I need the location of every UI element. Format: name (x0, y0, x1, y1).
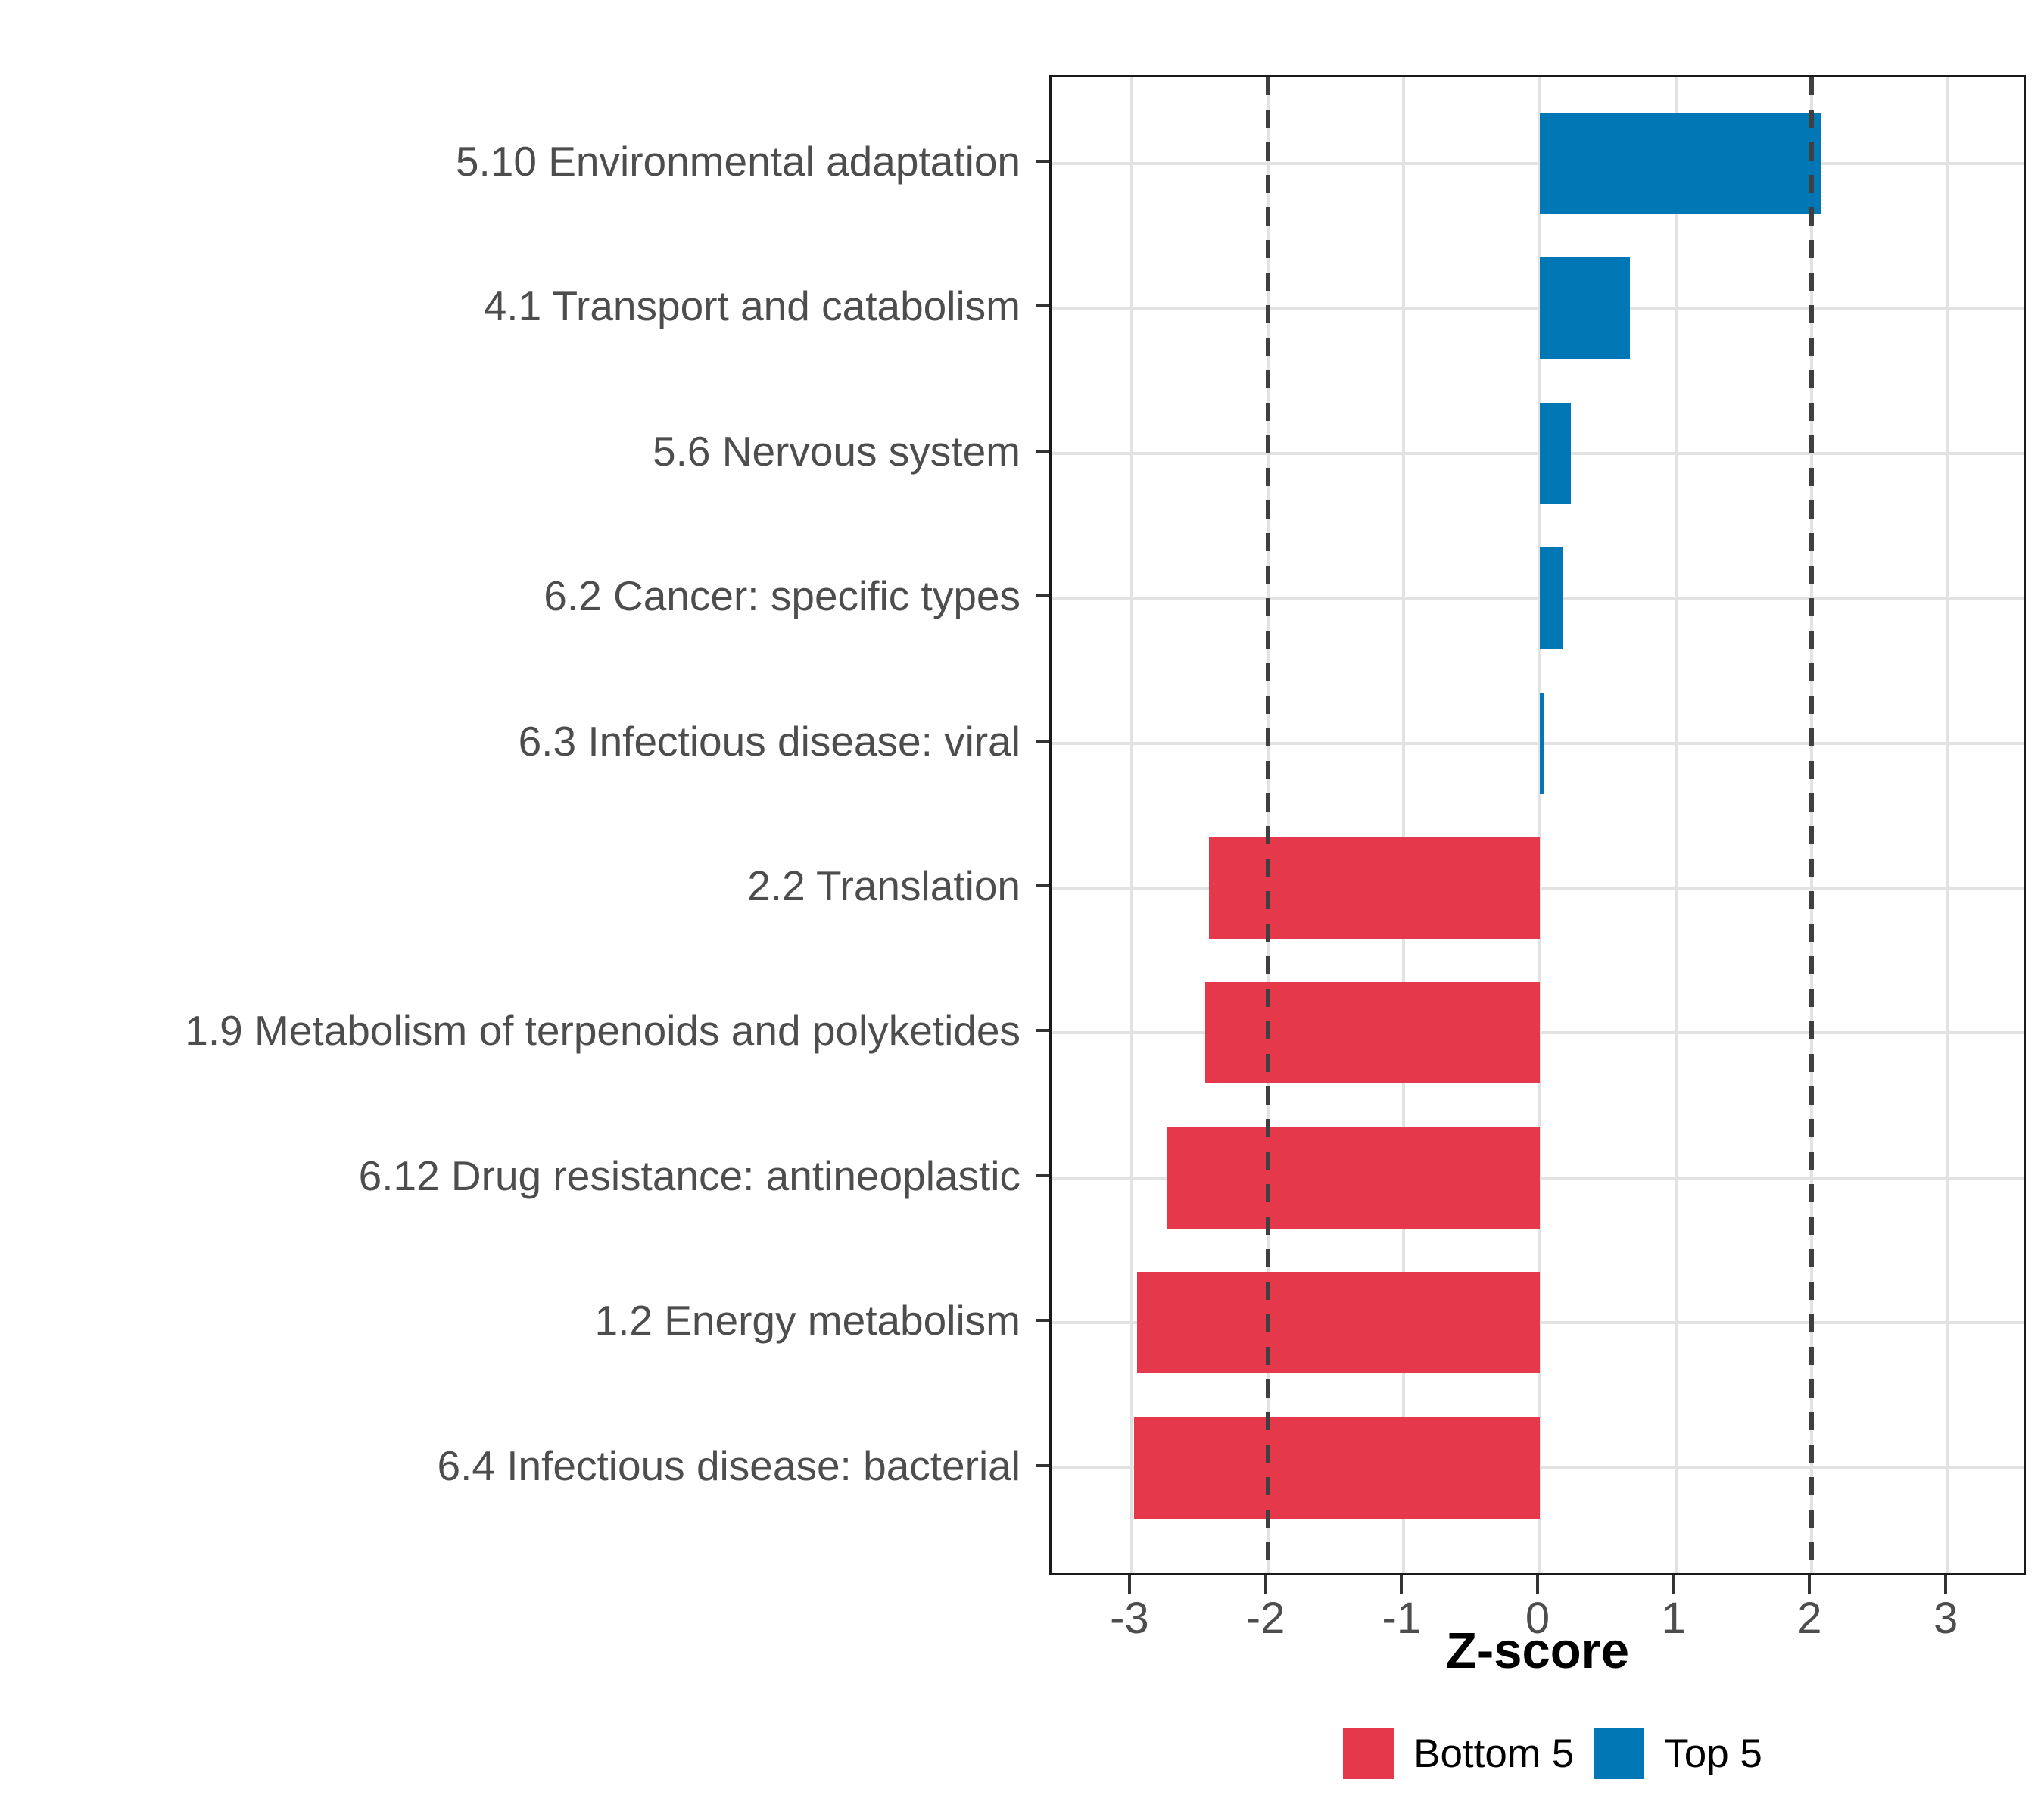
y-axis-tick (1036, 1319, 1049, 1323)
bar (1204, 982, 1540, 1084)
bar (1540, 692, 1544, 794)
x-tick-label: -3 (1110, 1594, 1149, 1643)
legend-item: Bottom 5 (1343, 1728, 1574, 1779)
x-axis-tick (1672, 1575, 1675, 1594)
y-axis-tick (1036, 1029, 1049, 1033)
x-axis-tick (1808, 1575, 1812, 1594)
y-gridline (1052, 597, 2024, 600)
x-tick-label: -2 (1245, 1594, 1285, 1643)
plot-panel (1049, 75, 2026, 1575)
category-label: 4.1 Transport and catabolism (483, 282, 1020, 330)
category-label: 5.6 Nervous system (652, 427, 1020, 475)
category-label: 6.12 Drug resistance: antineoplastic (358, 1152, 1020, 1199)
y-axis-tick (1036, 1463, 1049, 1467)
legend-swatch (1343, 1728, 1394, 1779)
category-label: 6.3 Infectious disease: viral (518, 717, 1020, 765)
x-tick-label: -1 (1382, 1594, 1422, 1643)
x-axis-tick (1127, 1575, 1131, 1594)
bar (1167, 1127, 1540, 1229)
bar (1209, 837, 1540, 939)
y-gridline (1052, 741, 2024, 745)
bar (1540, 547, 1563, 650)
x-tick-label: 0 (1525, 1594, 1550, 1643)
category-label: 2.2 Translation (747, 862, 1020, 909)
legend-label: Top 5 (1664, 1731, 1762, 1776)
x-axis-tick (1944, 1575, 1948, 1594)
y-axis-tick (1036, 160, 1049, 163)
y-axis-tick (1036, 1173, 1049, 1177)
legend-swatch (1594, 1728, 1645, 1779)
x-tick-label: 3 (1933, 1594, 1958, 1643)
bar (1540, 257, 1630, 360)
bar (1540, 402, 1572, 504)
category-label: 5.10 Environmental adaptation (455, 138, 1020, 185)
y-axis-tick (1036, 449, 1049, 453)
x-tick-label: 2 (1797, 1594, 1822, 1643)
x-axis-title: Z-score (1445, 1622, 1630, 1679)
x-tick-label: 1 (1661, 1594, 1686, 1643)
category-label: 6.4 Infectious disease: bacterial (437, 1441, 1020, 1489)
x-gridline (1402, 77, 1406, 1573)
x-gridline (1129, 77, 1133, 1573)
y-axis-tick (1036, 304, 1049, 308)
x-gridline (1538, 77, 1541, 1573)
x-axis-tick (1400, 1575, 1404, 1594)
y-axis-tick (1036, 594, 1049, 598)
bar (1137, 1272, 1540, 1374)
category-label: 6.2 Cancer: specific types (544, 572, 1020, 620)
legend-item: Top 5 (1594, 1728, 1762, 1779)
bar (1540, 113, 1821, 214)
bar (1134, 1417, 1540, 1519)
y-axis-tick (1036, 884, 1049, 887)
y-gridline (1052, 307, 2024, 310)
x-axis-tick (1536, 1575, 1539, 1594)
x-gridline (1946, 77, 1950, 1573)
y-axis-tick (1036, 739, 1049, 743)
category-label: 1.2 Energy metabolism (594, 1297, 1021, 1345)
reference-line (1809, 77, 1815, 1573)
reference-line (1265, 77, 1270, 1573)
y-gridline (1052, 451, 2024, 455)
x-gridline (1674, 77, 1678, 1573)
x-axis-tick (1263, 1575, 1267, 1594)
y-gridline (1052, 162, 2024, 165)
legend-label: Bottom 5 (1413, 1731, 1575, 1776)
legend: Bottom 5 Top 5 (1049, 1728, 2044, 1779)
category-label: 1.9 Metabolism of terpenoids and polyket… (185, 1007, 1020, 1055)
